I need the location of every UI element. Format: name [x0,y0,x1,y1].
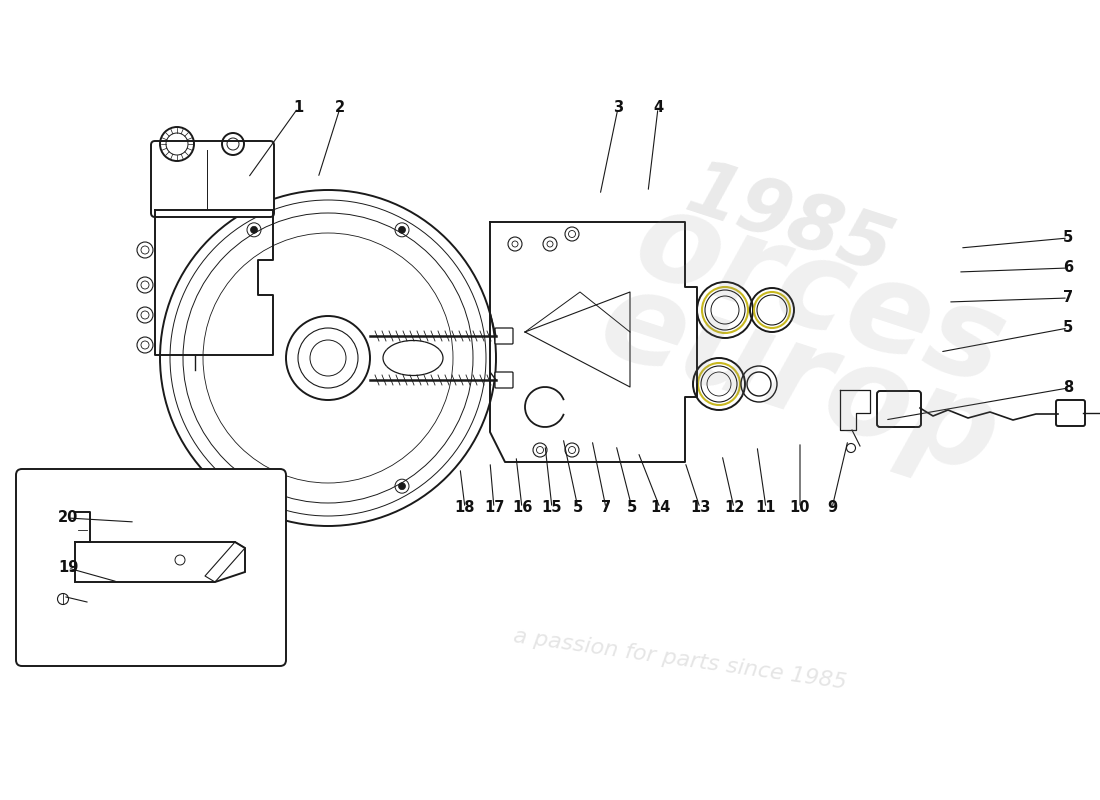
Text: 14: 14 [650,501,670,515]
Text: 15: 15 [541,501,562,515]
Text: 1985: 1985 [678,154,902,290]
Text: a passion for parts since 1985: a passion for parts since 1985 [513,626,848,694]
FancyBboxPatch shape [16,469,286,666]
FancyBboxPatch shape [151,141,274,217]
Text: orces: orces [620,178,1020,411]
Text: 13: 13 [690,501,711,515]
FancyBboxPatch shape [1056,400,1085,426]
Text: 7: 7 [601,501,612,515]
Text: 4: 4 [653,101,663,115]
Text: 10: 10 [790,501,811,515]
FancyBboxPatch shape [495,328,513,344]
Text: 5: 5 [627,501,637,515]
Text: 3: 3 [613,101,623,115]
Text: 5: 5 [1063,230,1074,246]
Polygon shape [75,542,245,582]
FancyBboxPatch shape [495,372,513,388]
Text: 8: 8 [1063,381,1074,395]
Text: 16: 16 [512,501,532,515]
Text: 19: 19 [58,561,78,575]
Text: 5: 5 [573,501,583,515]
Text: europ: europ [586,259,1014,501]
FancyBboxPatch shape [877,391,921,427]
Text: 7: 7 [1063,290,1074,306]
Circle shape [251,482,257,490]
Circle shape [251,226,257,234]
Text: 12: 12 [724,501,745,515]
Text: 17: 17 [484,501,504,515]
Text: 9: 9 [827,501,837,515]
Text: 6: 6 [1063,261,1074,275]
Text: 20: 20 [58,510,78,526]
Text: 1: 1 [293,101,304,115]
Text: 11: 11 [756,501,777,515]
Text: 18: 18 [454,501,475,515]
Text: 5: 5 [1063,321,1074,335]
Circle shape [398,482,406,490]
Text: 2: 2 [334,101,345,115]
Circle shape [398,226,406,234]
